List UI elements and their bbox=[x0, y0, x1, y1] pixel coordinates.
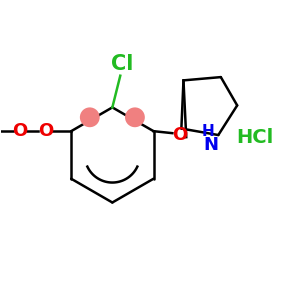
Text: HCl: HCl bbox=[236, 128, 273, 146]
Circle shape bbox=[80, 107, 100, 127]
Text: N: N bbox=[203, 136, 218, 154]
Text: O: O bbox=[12, 122, 27, 140]
Text: Cl: Cl bbox=[111, 54, 134, 74]
Text: O: O bbox=[172, 126, 187, 144]
Text: O: O bbox=[38, 122, 53, 140]
Circle shape bbox=[125, 107, 145, 127]
Text: H: H bbox=[202, 124, 215, 139]
